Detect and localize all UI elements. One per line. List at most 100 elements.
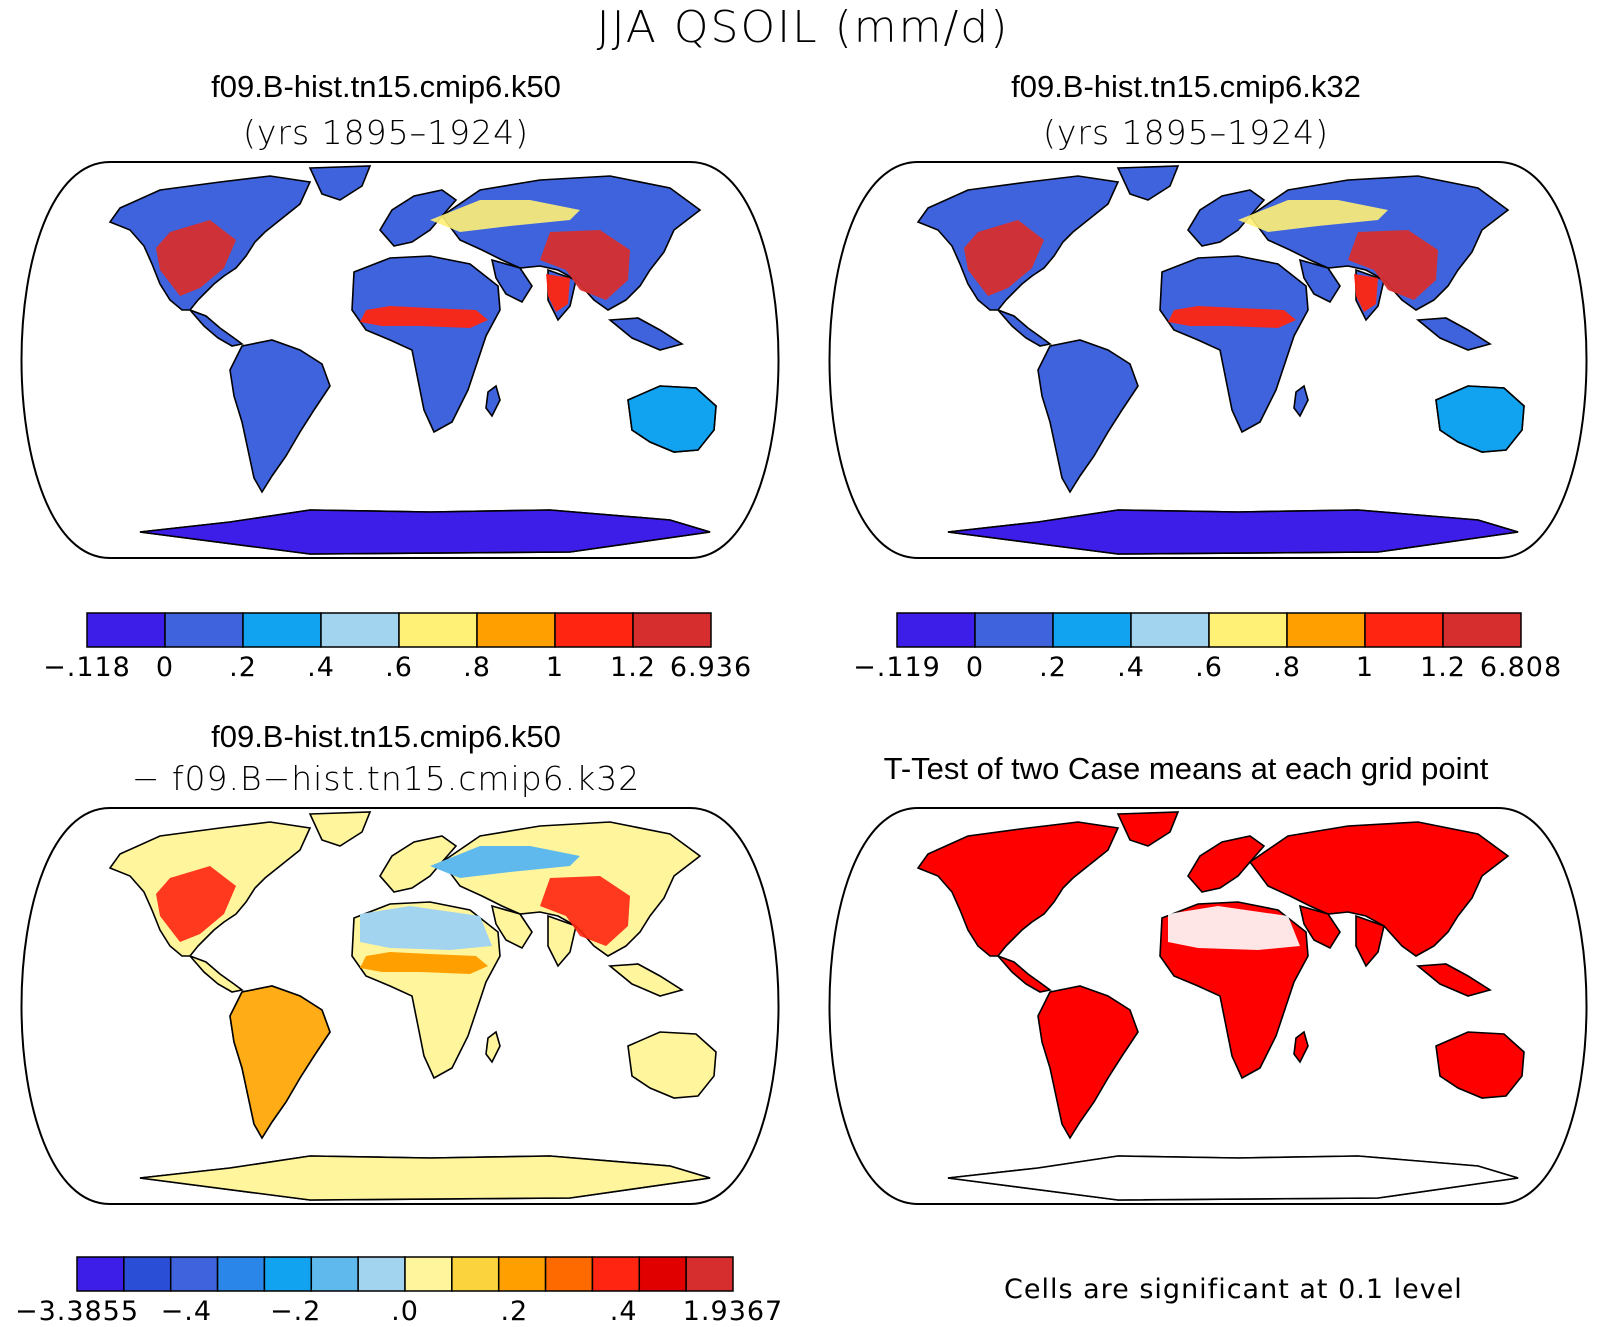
region-sahel <box>360 952 488 974</box>
colorbar-swatch <box>216 1256 266 1292</box>
colorbar-tick-label: .2 <box>1039 652 1067 683</box>
colorbar-tick-label: .4 <box>1117 652 1145 683</box>
colorbar-swatch <box>451 1256 500 1292</box>
land-seasia <box>607 317 684 351</box>
colorbar-tick-label: −.118 <box>43 652 131 683</box>
colorbar-tick-label: .2 <box>500 1296 529 1327</box>
colorbar-swatch <box>1052 612 1132 648</box>
colorbar-tick-label: 1.2 <box>1420 652 1466 683</box>
region-australia <box>627 385 717 453</box>
land-arabia <box>1298 258 1341 304</box>
land-southAmerica <box>1037 985 1139 1140</box>
land-madagascar <box>1293 1030 1309 1064</box>
colorbar-swatch <box>554 612 634 648</box>
colorbar-tick-label: 0 <box>965 652 985 683</box>
panel-ttest-footnote: Cells are significant at 0.1 level <box>1004 1274 1463 1305</box>
land-madagascar <box>485 1030 501 1064</box>
map-boundary <box>20 807 780 1205</box>
colorbar-swatch <box>357 1256 406 1292</box>
colorbar-swatch <box>974 612 1054 648</box>
land-arabia <box>1298 904 1341 950</box>
region-sahara <box>360 906 492 950</box>
colorbar-swatch <box>591 1256 641 1292</box>
land-europe <box>1187 835 1266 893</box>
map-boundary <box>20 161 780 559</box>
panel-diff-subtitle: − f09.B−hist.tn15.cmip6.k32 <box>131 759 641 798</box>
land-seasia <box>1415 317 1492 351</box>
colorbar-swatch <box>320 612 400 648</box>
colorbar-swatch <box>1286 612 1366 648</box>
region-eurasia <box>430 200 580 232</box>
colorbar-swatch <box>398 612 478 648</box>
colorbar-swatch <box>632 612 712 648</box>
colorbar-tick-label: 6.808 <box>1479 652 1563 683</box>
panel-diff-colorbar <box>76 1256 734 1292</box>
colorbar-swatch <box>497 1256 547 1292</box>
region-eurasia <box>1238 200 1388 232</box>
panel-diff-map <box>20 807 780 1205</box>
colorbar-tick-label: .8 <box>463 652 491 683</box>
region-china <box>540 876 630 946</box>
region-usa <box>964 220 1044 296</box>
region-antarctica <box>947 509 1519 555</box>
colorbar-swatch <box>1130 612 1210 648</box>
colorbar-swatch <box>263 1256 313 1292</box>
colorbar-swatch <box>685 1256 734 1292</box>
colorbar-tick-label: .6 <box>1195 652 1223 683</box>
land-arabia <box>490 258 533 304</box>
region-south-america <box>229 985 331 1140</box>
land-madagascar <box>485 384 501 418</box>
region-sahel <box>360 306 488 328</box>
colorbar-tick-label: .8 <box>1273 652 1301 683</box>
colorbar-tick-label: 6.936 <box>669 652 753 683</box>
colorbar-swatch <box>86 612 166 648</box>
colorbar-swatch <box>123 1256 172 1292</box>
region-china <box>540 230 630 300</box>
panel-k50-subtitle: (yrs 1895–1924) <box>243 113 529 152</box>
land-africa <box>351 255 501 434</box>
colorbar-swatch <box>1442 612 1522 648</box>
land-australia <box>1435 1031 1525 1099</box>
panel-k32-map <box>828 161 1588 559</box>
colorbar-tick-label: 0 <box>155 652 175 683</box>
colorbar-tick-label: −3.3855 <box>14 1296 140 1327</box>
land-europe <box>379 835 458 893</box>
colorbar-tick-label: −.119 <box>853 652 941 683</box>
panel-k32-colorbar <box>896 612 1522 648</box>
panel-k50-colorbar <box>86 612 712 648</box>
land-india <box>1355 914 1385 968</box>
region-antarctica <box>139 509 711 555</box>
colorbar-swatch <box>169 1256 219 1292</box>
region-sahel <box>1168 306 1296 328</box>
colorbar-swatch <box>76 1256 125 1292</box>
land-centralAmerica <box>997 955 1052 993</box>
land-greenland <box>1116 165 1180 201</box>
colorbar-tick-label: .2 <box>229 652 257 683</box>
panel-diff-title: f09.B-hist.tn15.cmip6.k50 <box>211 719 561 754</box>
land-northAmerica <box>916 821 1120 957</box>
colorbar-swatch <box>242 612 322 648</box>
map-boundary <box>828 161 1588 559</box>
colorbar-swatch <box>404 1256 453 1292</box>
figure-title: JJA QSOIL (mm/d) <box>596 2 1010 53</box>
panel-ttest-map <box>828 807 1588 1205</box>
panel-k32-subtitle: (yrs 1895–1924) <box>1043 113 1329 152</box>
colorbar-tick-label: −.4 <box>160 1296 213 1327</box>
colorbar-tick-label: 1 <box>1355 652 1375 683</box>
land-africa <box>1159 255 1309 434</box>
colorbar-swatch <box>896 612 976 648</box>
colorbar-swatch <box>310 1256 359 1292</box>
colorbar-swatch <box>476 612 556 648</box>
colorbar-tick-label: −.2 <box>269 1296 322 1327</box>
land-centralAmerica <box>997 309 1052 347</box>
land-india <box>547 914 577 968</box>
land-southAmerica <box>229 339 331 494</box>
land-greenland <box>1116 811 1180 847</box>
land-greenland <box>308 811 372 847</box>
panel-k32-title: f09.B-hist.tn15.cmip6.k32 <box>1011 69 1361 104</box>
land-europe <box>1187 189 1266 247</box>
land-centralAmerica <box>189 309 244 347</box>
colorbar-tick-label: .4 <box>609 1296 638 1327</box>
region-eurasia <box>430 846 580 878</box>
colorbar-tick-label: .4 <box>307 652 335 683</box>
